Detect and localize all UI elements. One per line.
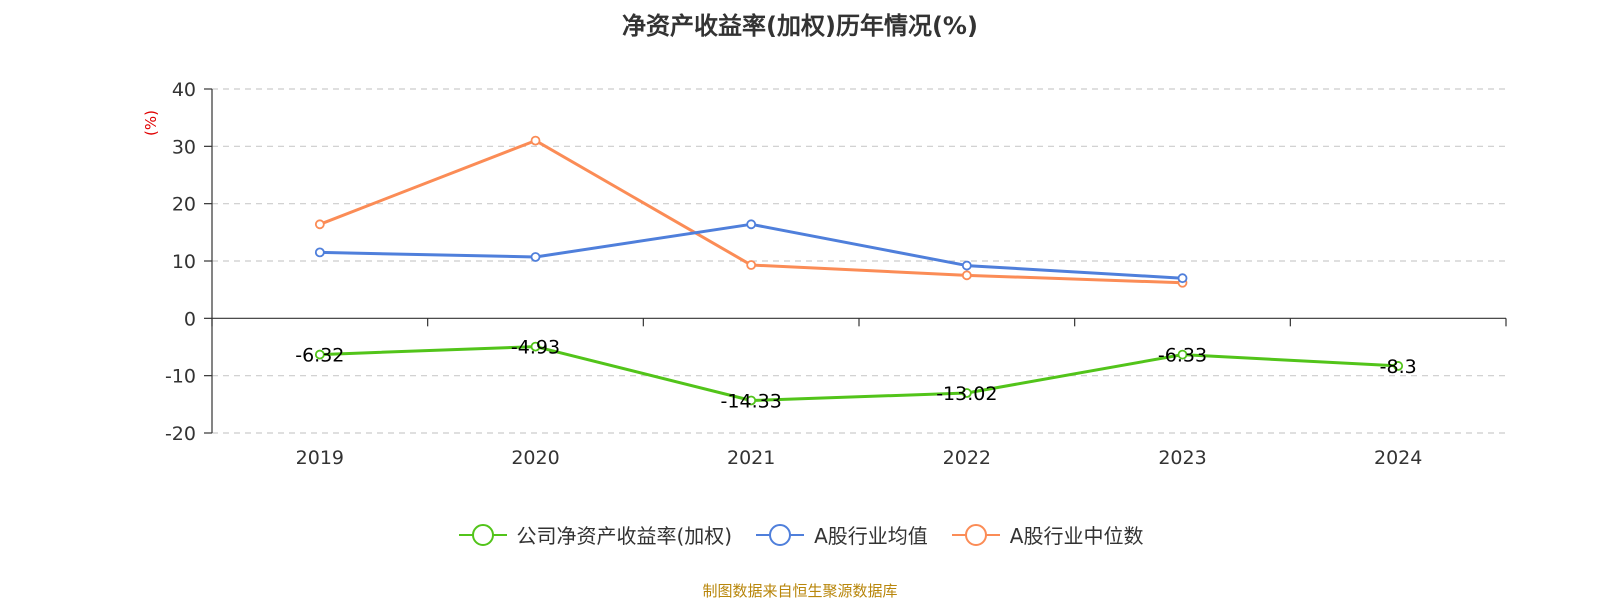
data-point: [746, 395, 757, 406]
series-line-0: [319, 345, 1399, 402]
x-tick-label: 2019: [296, 447, 344, 469]
data-label: -8.3: [1380, 356, 1417, 378]
legend-symbol: [756, 523, 805, 546]
x-tick-label: 2023: [1158, 447, 1206, 469]
data-point: [961, 260, 972, 271]
legend-item[interactable]: 公司净资产收益率(加权): [457, 520, 733, 549]
data-point: [961, 388, 972, 398]
data-point: [746, 260, 757, 270]
series-lines: [314, 135, 1404, 406]
line-chart: 40 30 20 10 0 -10 -20 2019 2020 2021 2022 2023 2024 (…: [142, 79, 1507, 469]
legend-circle: [471, 523, 494, 546]
data-point: [314, 349, 325, 360]
x-tick-label: 2024: [1374, 447, 1422, 469]
data-labels: -6.32 -4.93 -14.33 -13.02 -6.33 -8.3: [295, 337, 1416, 413]
legend: 公司净资产收益率(加权) A股行业均值 A股行业中位数: [0, 520, 1600, 549]
data-label: -6.32: [295, 345, 344, 367]
data-label: -13.02: [936, 383, 997, 405]
data-point: [530, 252, 541, 262]
y-axis-unit-label: (%): [142, 110, 160, 136]
y-tick-label: 40: [172, 79, 196, 101]
legend-label: A股行业中位数: [1009, 524, 1144, 548]
data-point: [1177, 349, 1188, 360]
chart-title: 净资产收益率(加权)历年情况(%): [622, 12, 978, 40]
data-label: -14.33: [721, 390, 782, 412]
legend-item[interactable]: A股行业均值: [754, 520, 928, 549]
legend-label: 公司净资产收益率(加权): [516, 524, 733, 548]
y-tick-label: -20: [165, 423, 196, 445]
legend-item[interactable]: A股行业中位数: [950, 520, 1144, 549]
data-label: -6.33: [1158, 345, 1207, 367]
data-point: [530, 341, 541, 352]
legend-circle: [769, 523, 792, 546]
legend-symbol: [458, 523, 507, 546]
data-point: [314, 219, 325, 230]
axes: 40 30 20 10 0 -10 -20 2019 2020 2021 2022 2023 2024 (…: [142, 79, 1507, 469]
legend-label: A股行业均值: [814, 524, 928, 548]
data-point: [1393, 361, 1404, 371]
legend-circle: [964, 523, 987, 546]
y-tick-label: 20: [172, 194, 196, 216]
y-tick-label: 0: [184, 308, 196, 330]
data-label: -4.93: [511, 337, 560, 359]
series-line-1: [319, 222, 1183, 280]
source-note: 制图数据来自恒生聚源数据库: [702, 582, 898, 600]
x-tick-label: 2022: [943, 447, 991, 469]
y-tick-label: 30: [172, 136, 196, 158]
legend-symbol: [951, 523, 1000, 546]
data-point: [1177, 273, 1188, 284]
grid-lines: [212, 88, 1506, 434]
y-tick-label: 10: [172, 251, 196, 273]
x-tick-label: 2020: [511, 447, 559, 469]
data-point: [530, 135, 541, 146]
data-point: [746, 219, 757, 230]
x-tick-label: 2021: [727, 447, 775, 469]
data-point: [314, 247, 325, 258]
y-tick-label: -10: [165, 366, 196, 388]
data-point: [961, 270, 972, 281]
